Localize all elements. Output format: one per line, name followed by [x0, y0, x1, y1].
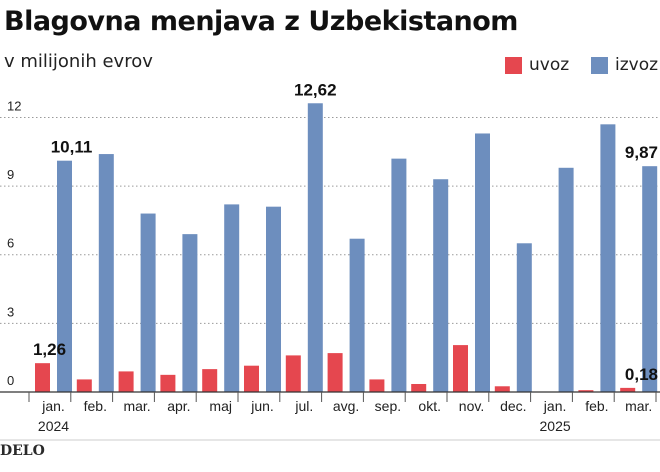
x-tick-label: okt. [418, 398, 441, 414]
legend-swatch-uvoz [505, 56, 522, 74]
legend-item-uvoz: uvoz [505, 55, 569, 75]
bar-uvoz [453, 345, 468, 392]
bar-uvoz [494, 386, 510, 392]
bar-izvoz [433, 179, 449, 392]
bar-izvoz [182, 234, 198, 392]
data-label: 1,26 [33, 340, 66, 359]
x-year-label: 2025 [540, 418, 571, 434]
y-tick-label: 6 [7, 236, 14, 251]
bar-uvoz [411, 383, 427, 392]
x-tick-label: jan. [41, 398, 65, 414]
bar-uvoz [285, 355, 301, 392]
legend: uvoz izvoz [0, 55, 660, 79]
legend-item-izvoz: izvoz [591, 55, 658, 75]
bar-uvoz [244, 365, 259, 392]
bar-uvoz [160, 374, 176, 392]
y-tick-label: 12 [7, 98, 21, 113]
bar-izvoz [475, 133, 490, 392]
bar-izvoz [307, 103, 323, 392]
bar-izvoz [140, 213, 156, 392]
bar-uvoz [76, 379, 92, 392]
chart-title: Blagovna menjava z Uzbekistanom [4, 6, 518, 37]
bar-izvoz [558, 167, 574, 392]
x-tick-label: mar. [625, 398, 652, 414]
bar-izvoz [642, 166, 658, 392]
bar-uvoz [35, 363, 50, 392]
y-tick-label: 0 [7, 373, 14, 388]
y-tick-label: 9 [7, 167, 14, 182]
bar-uvoz [578, 390, 594, 392]
bar-izvoz [391, 158, 407, 392]
bar-izvoz [98, 154, 114, 392]
data-label: 9,87 [625, 143, 658, 162]
data-label: 0,18 [625, 365, 658, 384]
x-tick-label: jan. [543, 398, 567, 414]
bar-uvoz [202, 369, 218, 392]
bar-izvoz [516, 243, 532, 392]
legend-swatch-izvoz [591, 56, 608, 74]
bar-izvoz [224, 204, 240, 392]
x-tick-label: jul. [294, 398, 313, 414]
legend-label-uvoz: uvoz [529, 55, 570, 75]
x-year-label: 2024 [38, 418, 69, 434]
bar-uvoz [620, 387, 636, 392]
bar-uvoz [118, 371, 134, 392]
y-tick-label: 3 [7, 304, 14, 319]
x-tick-label: jun. [250, 398, 274, 414]
x-tick-label: nov. [459, 398, 484, 414]
x-tick-label: feb. [585, 398, 608, 414]
chart-subtitle: v milijonih evrov [4, 51, 153, 72]
data-label: 12,62 [294, 80, 337, 99]
bar-izvoz [600, 124, 616, 393]
bar-uvoz [369, 379, 385, 392]
bar-uvoz [327, 353, 343, 392]
data-label: 10,11 [51, 138, 93, 157]
x-tick-label: apr. [167, 398, 190, 414]
bar-izvoz [349, 238, 365, 392]
bar-izvoz [57, 160, 72, 392]
x-tick-label: sep. [375, 398, 401, 414]
x-tick-label: avg. [333, 398, 359, 414]
footer-brand: DELO [0, 443, 45, 459]
x-tick-label: mar. [123, 398, 150, 414]
x-tick-label: dec. [500, 398, 526, 414]
x-tick-label: feb. [84, 398, 107, 414]
legend-label-izvoz: izvoz [615, 55, 659, 75]
bar-izvoz [266, 206, 281, 392]
x-tick-label: maj [209, 398, 232, 414]
